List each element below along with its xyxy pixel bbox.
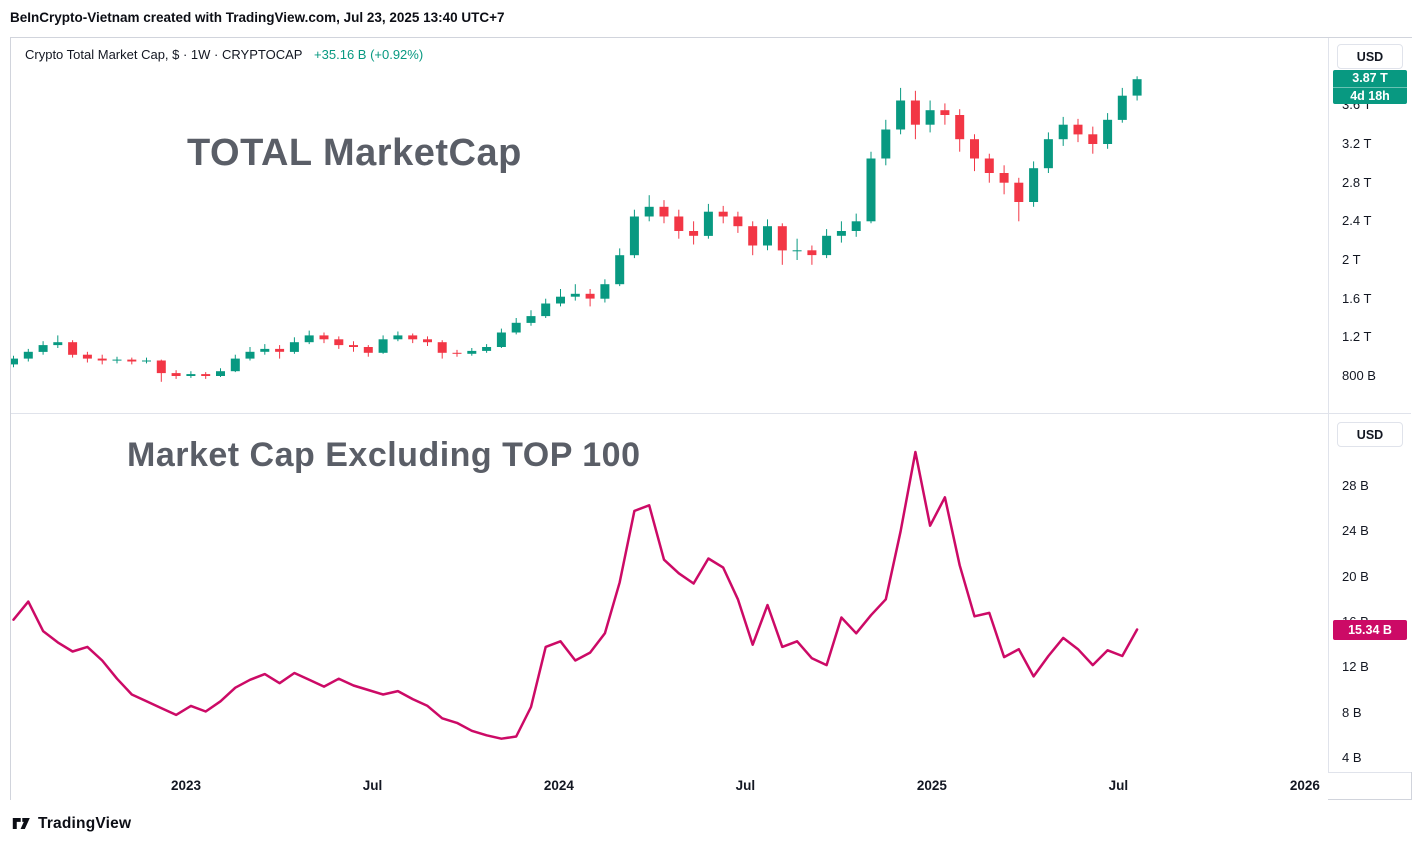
last-price-badge-total: 3.87 T 4d 18h: [1333, 70, 1407, 105]
chart-frame: Crypto Total Market Cap, $ · 1W · CRYPTO…: [10, 37, 1412, 800]
footer-brand[interactable]: TradingView: [12, 814, 131, 833]
time-tick-label: 2026: [1289, 778, 1320, 793]
price-tick-label: 2.8 T: [1342, 174, 1372, 190]
price-axis[interactable]: USD USD 3.87 T 4d 18h 15.34 B 3.6 T 3.2 T…: [1329, 38, 1412, 772]
tradingview-logo-text: TradingView: [38, 814, 132, 832]
bar-countdown: 4d 18h: [1333, 87, 1407, 104]
time-axis[interactable]: 2023 Jul 2024 Jul 2025 Jul 2026: [11, 772, 1328, 800]
time-tick-label: 2023: [170, 778, 202, 793]
attribution-text: BeInCrypto-Vietnam created with TradingV…: [10, 10, 505, 25]
price-tick-label: 1.2 T: [1342, 329, 1372, 345]
candlestick-plot[interactable]: [11, 38, 1328, 413]
time-tick-label: Jul: [735, 778, 756, 793]
currency-button-bottom[interactable]: USD: [1337, 422, 1403, 447]
price-tick-label: 24 B: [1342, 523, 1369, 539]
legend-change-value: +35.16 B (+0.92%): [314, 47, 424, 62]
time-tick-label: 2024: [543, 778, 574, 793]
price-tick-label: 3.2 T: [1342, 136, 1372, 151]
price-tick-label: 2.4 T: [1342, 213, 1372, 229]
legend-symbol-title[interactable]: Crypto Total Market Cap, $ · 1W · CRYPTO…: [25, 47, 303, 62]
price-tick-label: 800 B: [1342, 368, 1376, 383]
tradingview-logo-icon: [12, 817, 30, 830]
price-scale-divider: [1328, 38, 1329, 772]
price-tick-label: 12 B: [1342, 659, 1369, 675]
price-tick-label: 4 B: [1342, 750, 1362, 765]
last-price-value: 3.87 T: [1352, 71, 1388, 86]
line-plot[interactable]: [11, 413, 1328, 772]
price-tick-label: 2 T: [1342, 252, 1361, 267]
panel-divider[interactable]: [11, 413, 1411, 414]
price-tick-label: 1.6 T: [1342, 290, 1372, 306]
price-tick-label: 8 B: [1342, 704, 1362, 720]
watermark-excluding-top100: Market Cap Excluding TOP 100: [127, 436, 641, 474]
price-tick-label: 28 B: [1342, 478, 1369, 493]
time-tick-label: Jul: [362, 778, 383, 793]
watermark-total-marketcap: TOTAL MarketCap: [187, 132, 522, 174]
time-tick-label: 2025: [916, 778, 947, 793]
last-price-value: 15.34 B: [1348, 622, 1392, 637]
currency-button-top[interactable]: USD: [1337, 44, 1403, 69]
price-tick-label: 20 B: [1342, 568, 1369, 584]
chart-legend: Crypto Total Market Cap, $ · 1W · CRYPTO…: [25, 47, 423, 62]
time-tick-label: Jul: [1108, 778, 1129, 793]
last-price-badge-excl-top100: 15.34 B: [1333, 619, 1407, 640]
